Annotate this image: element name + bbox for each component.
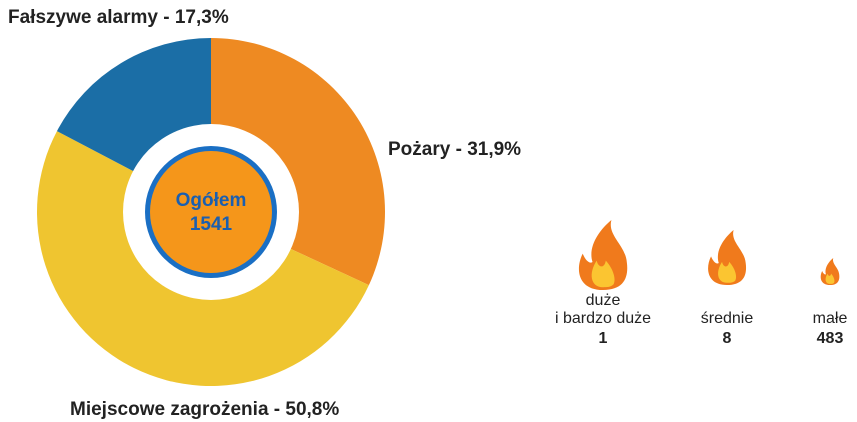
fire-size-count: 8: [723, 330, 732, 347]
flame-icon: [578, 220, 628, 290]
center-label: Ogółem: [176, 190, 247, 211]
flame-icon: [708, 230, 747, 285]
donut: [37, 38, 385, 386]
fire-size-label: małe: [813, 310, 848, 327]
fire-size-label: i bardzo duże: [555, 310, 651, 327]
flame-inner: [591, 260, 615, 288]
flame-outer: [820, 258, 840, 285]
flame-icon: [820, 258, 840, 285]
flame-outer: [578, 220, 628, 290]
segment-label: Pożary - 31,9%: [388, 139, 521, 160]
flame-outer: [708, 230, 747, 285]
center-disc: [150, 151, 272, 273]
center-value: 1541: [190, 214, 233, 235]
fire-size-label: duże: [586, 292, 621, 309]
donut-segment: [211, 38, 385, 286]
fire-size-count: 1: [599, 330, 608, 347]
donut-segment: [37, 131, 369, 386]
fire-size-label: średnie: [701, 310, 754, 327]
flame-inner: [718, 261, 737, 283]
segment-label: Fałszywe alarmy - 17,3%: [8, 7, 229, 28]
segment-label: Miejscowe zagrożenia - 50,8%: [70, 399, 339, 420]
fire-size-count: 483: [817, 330, 844, 347]
flame-inner: [825, 273, 835, 284]
